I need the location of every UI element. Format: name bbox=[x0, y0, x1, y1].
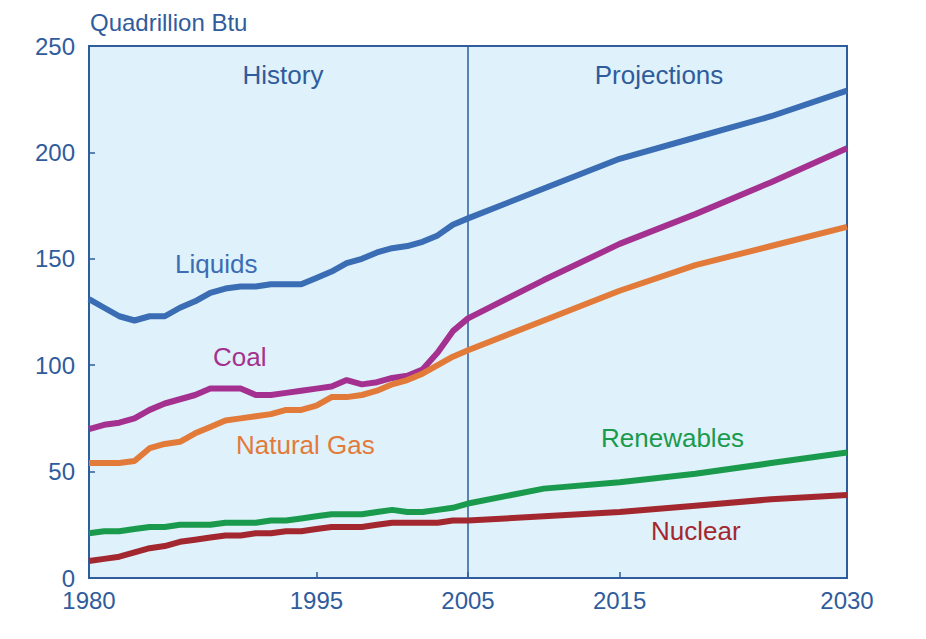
svg-text:Quadrillion Btu: Quadrillion Btu bbox=[90, 9, 247, 36]
svg-text:200: 200 bbox=[35, 139, 75, 166]
svg-text:1995: 1995 bbox=[290, 587, 343, 614]
svg-text:Coal: Coal bbox=[213, 342, 266, 372]
svg-text:Nuclear: Nuclear bbox=[651, 516, 741, 546]
svg-text:50: 50 bbox=[48, 458, 75, 485]
svg-text:History: History bbox=[243, 60, 324, 90]
svg-text:150: 150 bbox=[35, 245, 75, 272]
svg-text:Natural Gas: Natural Gas bbox=[236, 430, 375, 460]
svg-text:2005: 2005 bbox=[441, 587, 494, 614]
svg-text:0: 0 bbox=[61, 564, 75, 592]
svg-text:2015: 2015 bbox=[593, 587, 646, 614]
svg-text:2030: 2030 bbox=[820, 587, 873, 614]
svg-text:Renewables: Renewables bbox=[601, 423, 744, 453]
svg-text:Liquids: Liquids bbox=[175, 249, 257, 279]
svg-text:100: 100 bbox=[35, 352, 75, 379]
svg-text:Projections: Projections bbox=[595, 60, 724, 90]
svg-text:1980: 1980 bbox=[62, 587, 115, 614]
svg-text:250: 250 bbox=[35, 33, 75, 60]
